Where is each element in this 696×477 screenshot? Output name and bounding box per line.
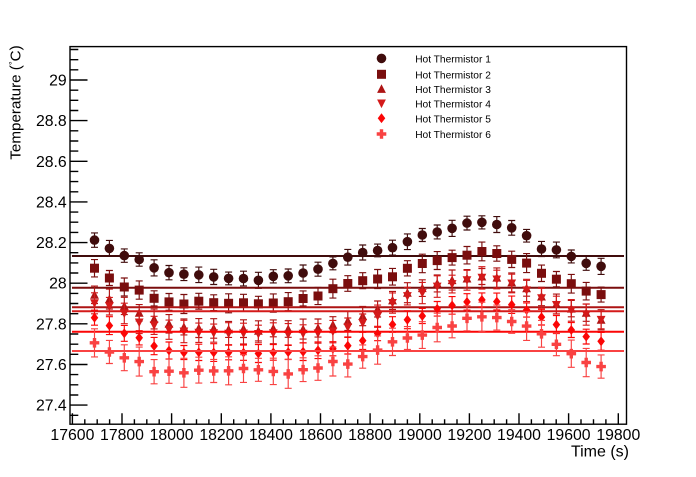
svg-text:Hot Thermistor 2: Hot Thermistor 2 (415, 70, 491, 81)
svg-text:28.4: 28.4 (36, 194, 67, 211)
svg-text:19800: 19800 (596, 427, 640, 444)
svg-text:19400: 19400 (497, 427, 541, 444)
svg-text:Hot Thermistor 3: Hot Thermistor 3 (415, 85, 491, 96)
svg-text:18400: 18400 (249, 427, 293, 444)
svg-text:Hot Thermistor 6: Hot Thermistor 6 (415, 130, 491, 141)
svg-text:27.6: 27.6 (36, 357, 67, 374)
svg-text:Hot Thermistor 5: Hot Thermistor 5 (415, 114, 491, 125)
svg-text:Temperature (°C): Temperature (°C) (8, 45, 25, 159)
svg-text:Hot Thermistor 1: Hot Thermistor 1 (415, 55, 491, 66)
svg-text:19000: 19000 (398, 427, 442, 444)
svg-text:28: 28 (49, 276, 67, 293)
svg-text:27.4: 27.4 (36, 398, 67, 415)
svg-text:18200: 18200 (199, 427, 243, 444)
svg-text:18800: 18800 (348, 427, 392, 444)
svg-text:28.6: 28.6 (36, 154, 67, 171)
svg-text:27.8: 27.8 (36, 316, 67, 333)
svg-text:Hot Thermistor 4: Hot Thermistor 4 (415, 100, 491, 111)
svg-text:17800: 17800 (100, 427, 144, 444)
svg-text:17600: 17600 (50, 427, 94, 444)
svg-text:28.8: 28.8 (36, 113, 67, 130)
svg-text:29: 29 (49, 73, 67, 90)
svg-text:18000: 18000 (150, 427, 194, 444)
svg-text:19200: 19200 (447, 427, 491, 444)
svg-text:28.2: 28.2 (36, 235, 67, 252)
svg-text:18600: 18600 (299, 427, 343, 444)
svg-text:Time (s): Time (s) (571, 444, 629, 461)
svg-text:19600: 19600 (547, 427, 591, 444)
